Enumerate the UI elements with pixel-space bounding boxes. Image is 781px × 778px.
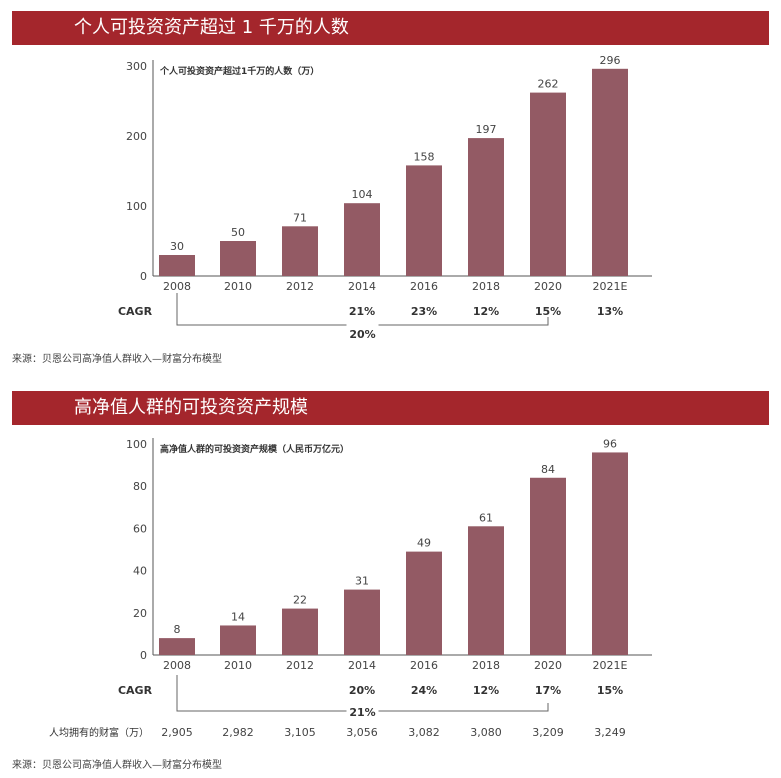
cagr-bracket-right [378,703,549,712]
y-tick-label: 0 [140,270,147,283]
x-tick-label: 2008 [163,280,191,293]
y-tick-label: 20 [133,607,147,620]
source-note: 来源：贝恩公司高净值人群收入—财富分布模型 [12,354,222,365]
x-tick-label: 2016 [410,659,438,672]
cagr-value: 13% [597,305,623,318]
bar [592,68,628,276]
chart-title: 个人可投资资产超过1千万的人数（万） [159,65,319,77]
bar [406,165,442,276]
x-tick-label: 2010 [224,659,252,672]
bar [344,203,380,276]
y-tick-label: 40 [133,565,147,578]
cagr-bracket-left [176,675,347,712]
bar [530,92,566,276]
y-tick-label: 80 [133,480,147,493]
banner-title: 个人可投资资产超过 1 千万的人数 [74,17,349,38]
banner-assets: 高净值人群的可投资资产规模 [12,391,769,425]
bar [468,138,504,276]
cagr-value: 15% [535,305,561,318]
bar [282,226,318,276]
extra-row-label: 人均拥有的财富（万） [49,726,149,739]
extra-row-value: 2,905 [161,726,193,739]
extra-row-value: 3,082 [408,726,440,739]
bar [406,551,442,655]
cagr-bracket-left [176,293,347,326]
bar [468,526,504,655]
cagr-value: 23% [411,305,437,318]
data-label: 197 [476,123,497,136]
cagr-label: CAGR [118,684,153,697]
banner-people: 个人可投资资产超过 1 千万的人数 [12,11,769,45]
x-tick-label: 2014 [348,280,376,293]
data-label: 31 [355,575,369,588]
y-tick-label: 100 [126,200,147,213]
cagr-value: 17% [535,684,561,697]
data-label: 96 [603,437,617,450]
data-label: 296 [600,54,621,67]
data-label: 262 [538,78,559,91]
data-label: 84 [541,463,555,476]
x-tick-label: 2010 [224,280,252,293]
y-tick-label: 200 [126,130,147,143]
extra-row-value: 3,105 [284,726,316,739]
x-tick-label: 2008 [163,659,191,672]
x-tick-label: 2018 [472,280,500,293]
cagr-value: 24% [411,684,437,697]
extra-row-value: 3,056 [346,726,378,739]
bar [159,255,195,276]
extra-row-value: 3,209 [532,726,564,739]
x-tick-label: 2021E [593,659,628,672]
cagr-bracket-right [378,317,549,326]
y-tick-label: 60 [133,522,147,535]
bar [159,638,195,655]
cagr-value: 20% [349,684,375,697]
bar [220,625,256,655]
x-tick-label: 2020 [534,280,562,293]
cagr-value: 15% [597,684,623,697]
x-tick-label: 2016 [410,280,438,293]
chart-title: 高净值人群的可投资资产规模（人民币万亿元） [160,443,349,455]
data-label: 22 [293,594,307,607]
y-tick-label: 300 [126,60,147,73]
bar [592,452,628,655]
x-tick-label: 2021E [593,280,628,293]
x-tick-label: 2020 [534,659,562,672]
data-label: 61 [479,511,493,524]
bar [344,589,380,655]
extra-row-value: 2,982 [222,726,254,739]
data-label: 14 [231,610,245,623]
y-tick-label: 0 [140,649,147,662]
x-tick-label: 2012 [286,280,314,293]
extra-row-value: 3,080 [470,726,502,739]
x-tick-label: 2012 [286,659,314,672]
data-label: 49 [417,537,431,550]
data-label: 71 [293,211,307,224]
x-tick-label: 2014 [348,659,376,672]
extra-row-value: 3,249 [594,726,626,739]
data-label: 50 [231,226,245,239]
source-note: 来源：贝恩公司高净值人群收入—财富分布模型 [12,760,222,771]
bar [530,477,566,655]
cagr-value: 21% [349,305,375,318]
y-tick-label: 100 [126,438,147,451]
cagr-overall-label: 20% [349,328,375,341]
x-tick-label: 2018 [472,659,500,672]
cagr-value: 12% [473,684,499,697]
bar [282,608,318,655]
data-label: 30 [170,240,184,253]
data-label: 104 [352,188,373,201]
cagr-overall-label: 21% [349,706,375,719]
data-label: 158 [414,150,435,163]
banner-title: 高净值人群的可投资资产规模 [74,397,308,418]
bar [220,241,256,276]
cagr-label: CAGR [118,305,153,318]
cagr-value: 12% [473,305,499,318]
data-label: 8 [174,623,181,636]
